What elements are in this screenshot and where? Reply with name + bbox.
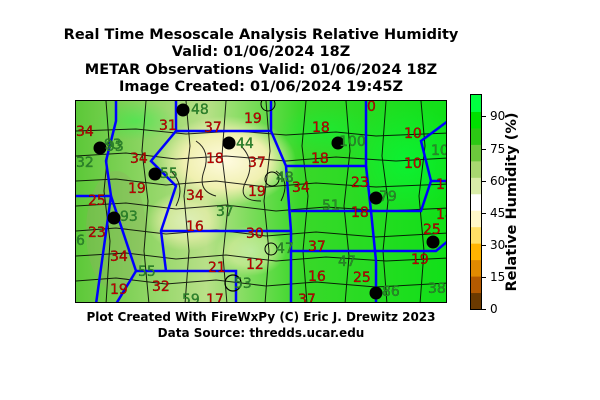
colorbar-gradient xyxy=(471,95,481,309)
colorbar-segment xyxy=(471,111,481,129)
observation-value: 18 xyxy=(312,120,330,136)
observation-value: 38 xyxy=(428,281,446,297)
observation-value: 10 xyxy=(404,156,422,172)
observation-value: 59 xyxy=(182,292,200,303)
observation-value: 34 xyxy=(130,151,148,167)
observation-value: 51 xyxy=(322,198,340,214)
colorbar-tick-mark xyxy=(482,116,486,118)
footer-credit: Plot Created With FireWxPy (C) Eric J. D… xyxy=(86,310,436,324)
observation-value: 25 xyxy=(423,222,441,238)
colorbar-tick-label: 15 xyxy=(490,269,506,284)
observation-value: 19 xyxy=(411,252,429,268)
observation-value: 16 xyxy=(186,219,204,235)
colorbar-tick-mark xyxy=(482,244,486,246)
observation-value: 48 xyxy=(191,102,209,118)
observation-value: 34 xyxy=(292,180,310,196)
colorbar-segment xyxy=(471,160,481,178)
observation-value: 12 xyxy=(246,257,264,273)
colorbar-segment xyxy=(471,193,481,211)
county-boundaries xyxy=(76,101,446,302)
colorbar-segment xyxy=(471,177,481,195)
humidity-map: 48 93 0 34 31 37 19 18 100 10 32 93 34 44 18 37 18 10 10 19… xyxy=(75,100,447,303)
observation-value: 37 xyxy=(298,292,316,303)
observation-value: 31 xyxy=(159,118,177,134)
observation-value: 34 xyxy=(186,188,204,204)
observation-value: 100 xyxy=(339,134,366,150)
observation-value: 19 xyxy=(110,282,128,298)
colorbar-segment xyxy=(471,243,481,261)
colorbar-segment xyxy=(471,210,481,228)
observation-value: 23 xyxy=(88,225,106,241)
observation-value: 25 xyxy=(88,193,106,209)
observation-value: 10 xyxy=(431,143,447,159)
observation-value: 48 xyxy=(276,170,294,186)
state-boundaries xyxy=(76,101,446,302)
colorbar xyxy=(470,94,482,310)
observation-value: 34 xyxy=(110,249,128,265)
observation-labels: 48 93 0 34 31 37 19 18 100 10 32 93 34 44 18 37 18 10 10 19… xyxy=(76,101,447,303)
colorbar-segment xyxy=(471,259,481,277)
colorbar-segment xyxy=(471,95,481,112)
observation-value: 37 xyxy=(308,239,326,255)
observation-value: 37 xyxy=(248,155,266,171)
observation-value: 19 xyxy=(248,184,266,200)
observation-value: 32 xyxy=(76,155,94,171)
colorbar-tick-mark xyxy=(482,276,486,278)
colorbar-tick-label: 0 xyxy=(490,302,498,316)
map-title-line-4: Image Created: 01/06/2024 19:45Z xyxy=(119,79,403,95)
observation-value: 93 xyxy=(104,137,122,153)
observation-value: 16 xyxy=(308,269,326,285)
observation-value: 21 xyxy=(208,260,226,276)
colorbar-segment xyxy=(471,226,481,244)
observation-value: 18 xyxy=(311,151,329,167)
map-title-line-1: Real Time Mesoscale Analysis Relative Hu… xyxy=(63,27,459,43)
observation-value: 17 xyxy=(206,292,224,303)
colorbar-segment xyxy=(471,276,481,294)
observation-value: 18 xyxy=(351,205,369,221)
observation-value: 47 xyxy=(276,241,294,257)
observation-value: 19 xyxy=(128,181,146,197)
map-title-line-2: Valid: 01/06/2024 18Z xyxy=(171,44,351,60)
observation-value: 55 xyxy=(160,166,178,182)
observation-value: 25 xyxy=(353,270,371,286)
observation-value: 93 xyxy=(120,209,138,225)
observation-value: 53 xyxy=(234,276,252,292)
colorbar-segment xyxy=(471,292,481,309)
observation-value: 37 xyxy=(204,120,222,136)
colorbar-tick-label: 45 xyxy=(490,205,506,220)
colorbar-segment xyxy=(471,144,481,162)
observation-value: 18 xyxy=(436,207,447,223)
colorbar-tick-label: 30 xyxy=(490,237,506,252)
observation-value: 93 xyxy=(106,139,124,155)
map-title-line-3: METAR Observations Valid: 01/06/2024 18Z xyxy=(84,62,438,78)
footer-source: Data Source: thredds.ucar.edu xyxy=(157,326,365,340)
colorbar-tick-mark xyxy=(482,212,486,214)
observation-value: 19 xyxy=(244,111,262,127)
observation-value: 10 xyxy=(404,126,422,142)
observation-value: 6 xyxy=(76,233,85,249)
colorbar-tick-mark xyxy=(482,148,486,150)
colorbar-tick-label: 60 xyxy=(490,173,506,188)
observation-value: 44 xyxy=(236,136,254,152)
colorbar-tick-mark xyxy=(482,180,486,182)
colorbar-tick-label: 90 xyxy=(490,109,506,124)
colorbar-segment xyxy=(471,127,481,145)
observation-value: 86 xyxy=(382,284,400,300)
observation-value: 47 xyxy=(338,254,356,270)
observation-value: 79 xyxy=(379,189,397,205)
observation-value: 55 xyxy=(138,264,156,280)
colorbar-label: Relative Humidity (%) xyxy=(504,112,520,292)
observation-value: 37 xyxy=(216,204,234,220)
colorbar-tick-mark xyxy=(482,309,486,310)
observation-value: 18 xyxy=(206,151,224,167)
observation-value: 30 xyxy=(246,226,264,242)
colorbar-tick-label: 75 xyxy=(490,141,506,156)
observation-value: 19 xyxy=(436,177,447,193)
station-markers xyxy=(93,101,440,300)
observation-value: 34 xyxy=(76,124,94,140)
observation-value: 32 xyxy=(152,279,170,295)
observation-value: 23 xyxy=(351,175,369,191)
observation-value: 0 xyxy=(367,101,376,115)
